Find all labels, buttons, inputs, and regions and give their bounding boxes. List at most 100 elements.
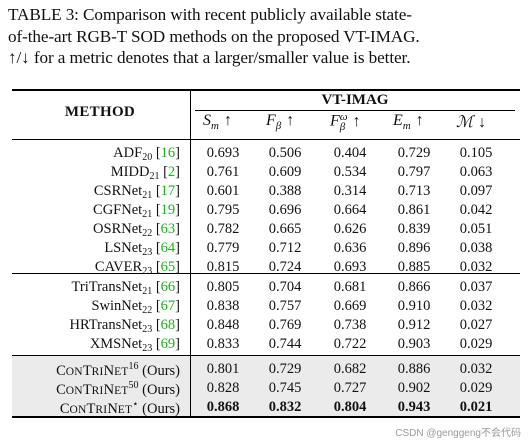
metric-value: 0.636 — [333, 240, 367, 256]
metric-value: 0.712 — [268, 240, 302, 256]
metric-value: 0.534 — [333, 164, 367, 180]
metric-header: Fβ ↑ — [266, 112, 294, 132]
method-cite-open: [ — [152, 317, 161, 333]
metric-subscript: β — [275, 120, 282, 133]
metric-value: 0.896 — [397, 240, 431, 256]
metric-subscript: m — [211, 120, 219, 133]
metric-arrow: ↓ — [478, 114, 487, 131]
metric-value: 0.032 — [459, 259, 493, 275]
metric-value: 0.815 — [206, 259, 240, 275]
method-citation: 16 — [160, 145, 176, 161]
metric-value: 0.769 — [268, 317, 302, 333]
metric-value: 0.669 — [333, 298, 367, 314]
method-cite-close: ] — [175, 164, 180, 180]
method-name: CONTRINET50 (Ours) — [56, 380, 180, 399]
metric-value: 0.042 — [459, 202, 493, 218]
metric-value: 0.027 — [459, 317, 493, 333]
metric-value: 0.404 — [333, 145, 367, 161]
metric-value: 0.029 — [459, 336, 493, 352]
method-label: C — [56, 381, 66, 398]
metric-value: 0.722 — [333, 336, 367, 352]
metric-value: 0.761 — [206, 164, 240, 180]
table-row: CAVER23 [65] 0.815 0.724 0.693 0.885 0.032 — [0, 259, 529, 278]
table-row: XMSNet23 [69] 0.833 0.744 0.722 0.903 0.029 — [0, 336, 529, 355]
metric-value: 0.037 — [459, 279, 493, 295]
method-cite-close: ] — [175, 317, 180, 333]
metric-value: 0.601 — [206, 183, 240, 199]
metric-value: 0.838 — [206, 298, 240, 314]
metric-value: 0.664 — [333, 202, 367, 218]
method-name: ADF20 [16] — [113, 145, 180, 163]
method-variant: 16 — [128, 361, 139, 372]
method-label: TriTransNet — [71, 279, 143, 295]
method-year: 21 — [142, 286, 153, 297]
metric-symbol: F — [266, 112, 276, 129]
method-label-smallcaps: RI — [95, 403, 108, 416]
method-name: LSNet23 [64] — [104, 240, 180, 258]
method-year: 23 — [142, 343, 153, 354]
caption-line-3: ↑/↓ for a metric denotes that a larger/s… — [8, 48, 411, 67]
method-name: CONTRINET⋆ (Ours) — [60, 399, 180, 418]
method-label-smallcaps: ET — [117, 403, 133, 416]
method-citation: 64 — [160, 240, 176, 256]
method-cite-close: ] — [175, 259, 180, 275]
method-name: TriTransNet21 [66] — [72, 279, 180, 297]
method-name: CSRNet21 [17] — [94, 183, 180, 201]
metric-value: 0.097 — [459, 183, 493, 199]
metric-value: 0.724 — [268, 259, 302, 275]
table-row: MIDD21 [2] 0.761 0.609 0.534 0.797 0.063 — [0, 164, 529, 183]
method-year: 23 — [142, 324, 153, 335]
method-label: CSRNet — [93, 183, 143, 199]
method-cite-close: ] — [175, 240, 180, 256]
metric-arrow: ↑ — [352, 112, 361, 130]
metric-value: 0.051 — [459, 221, 493, 237]
metric-value: 0.868 — [206, 399, 240, 415]
metric-value: 0.866 — [397, 279, 431, 295]
method-year: 22 — [142, 228, 153, 239]
table-row: CONTRINET50 (Ours) 0.828 0.745 0.727 0.902 0.… — [0, 380, 529, 399]
metric-value: 0.886 — [397, 361, 431, 377]
method-cite-open: [ — [152, 259, 161, 275]
method-label: N — [103, 381, 115, 398]
metric-arrow: ↑ — [415, 112, 424, 129]
group-rule-1 — [12, 273, 520, 275]
method-year: 23 — [142, 266, 153, 277]
metric-value: 0.861 — [397, 202, 431, 218]
metric-value: 0.943 — [397, 399, 431, 415]
method-citation: 69 — [160, 336, 176, 352]
metric-value: 0.832 — [268, 399, 302, 415]
method-cite-close: ] — [175, 336, 180, 352]
metric-subscript: m — [402, 120, 411, 133]
table-row: CSRNet21 [17] 0.601 0.388 0.314 0.713 0.097 — [0, 183, 529, 202]
metric-header: ℳ ↓ — [456, 112, 486, 132]
metric-value: 0.693 — [206, 145, 240, 161]
metric-value: 0.029 — [459, 380, 493, 396]
method-year: 21 — [142, 209, 153, 220]
metric-value: 0.696 — [268, 202, 302, 218]
metric-value: 0.609 — [268, 164, 302, 180]
method-label-smallcaps: RI — [91, 384, 104, 397]
metric-header: Sm ↑ — [203, 112, 232, 132]
caption-line-1: TABLE 3: Comparison with recent publicly… — [8, 5, 412, 24]
method-cite-open: [ — [152, 202, 161, 218]
table-row: OSRNet22 [63] 0.782 0.665 0.626 0.839 0.051 — [0, 221, 529, 240]
method-cite-open: [ — [152, 298, 161, 314]
method-divider — [190, 91, 192, 416]
metric-value: 0.713 — [397, 183, 431, 199]
table-row: CONTRINET16 (Ours) 0.801 0.729 0.682 0.886 0.… — [0, 361, 529, 380]
metric-value: 0.693 — [333, 259, 367, 275]
method-cite-open: [ — [152, 336, 161, 352]
method-label: N — [107, 400, 118, 417]
method-citation: 66 — [160, 279, 176, 295]
method-year: 23 — [142, 247, 153, 258]
method-suffix: (Ours) — [138, 381, 180, 398]
method-name: HRTransNet23 [68] — [69, 317, 180, 335]
group-rule-2 — [12, 355, 520, 357]
method-cite-open: [ — [152, 240, 161, 256]
metric-value: 0.626 — [333, 221, 367, 237]
table-row: CONTRINET⋆ (Ours) 0.868 0.832 0.804 0.943 0.0… — [0, 399, 529, 418]
method-variant: ⋆ — [132, 399, 139, 410]
metric-subscript: β — [339, 121, 346, 133]
metric-value: 0.804 — [333, 399, 367, 415]
table-row: LSNet23 [64] 0.779 0.712 0.636 0.896 0.038 — [0, 240, 529, 259]
